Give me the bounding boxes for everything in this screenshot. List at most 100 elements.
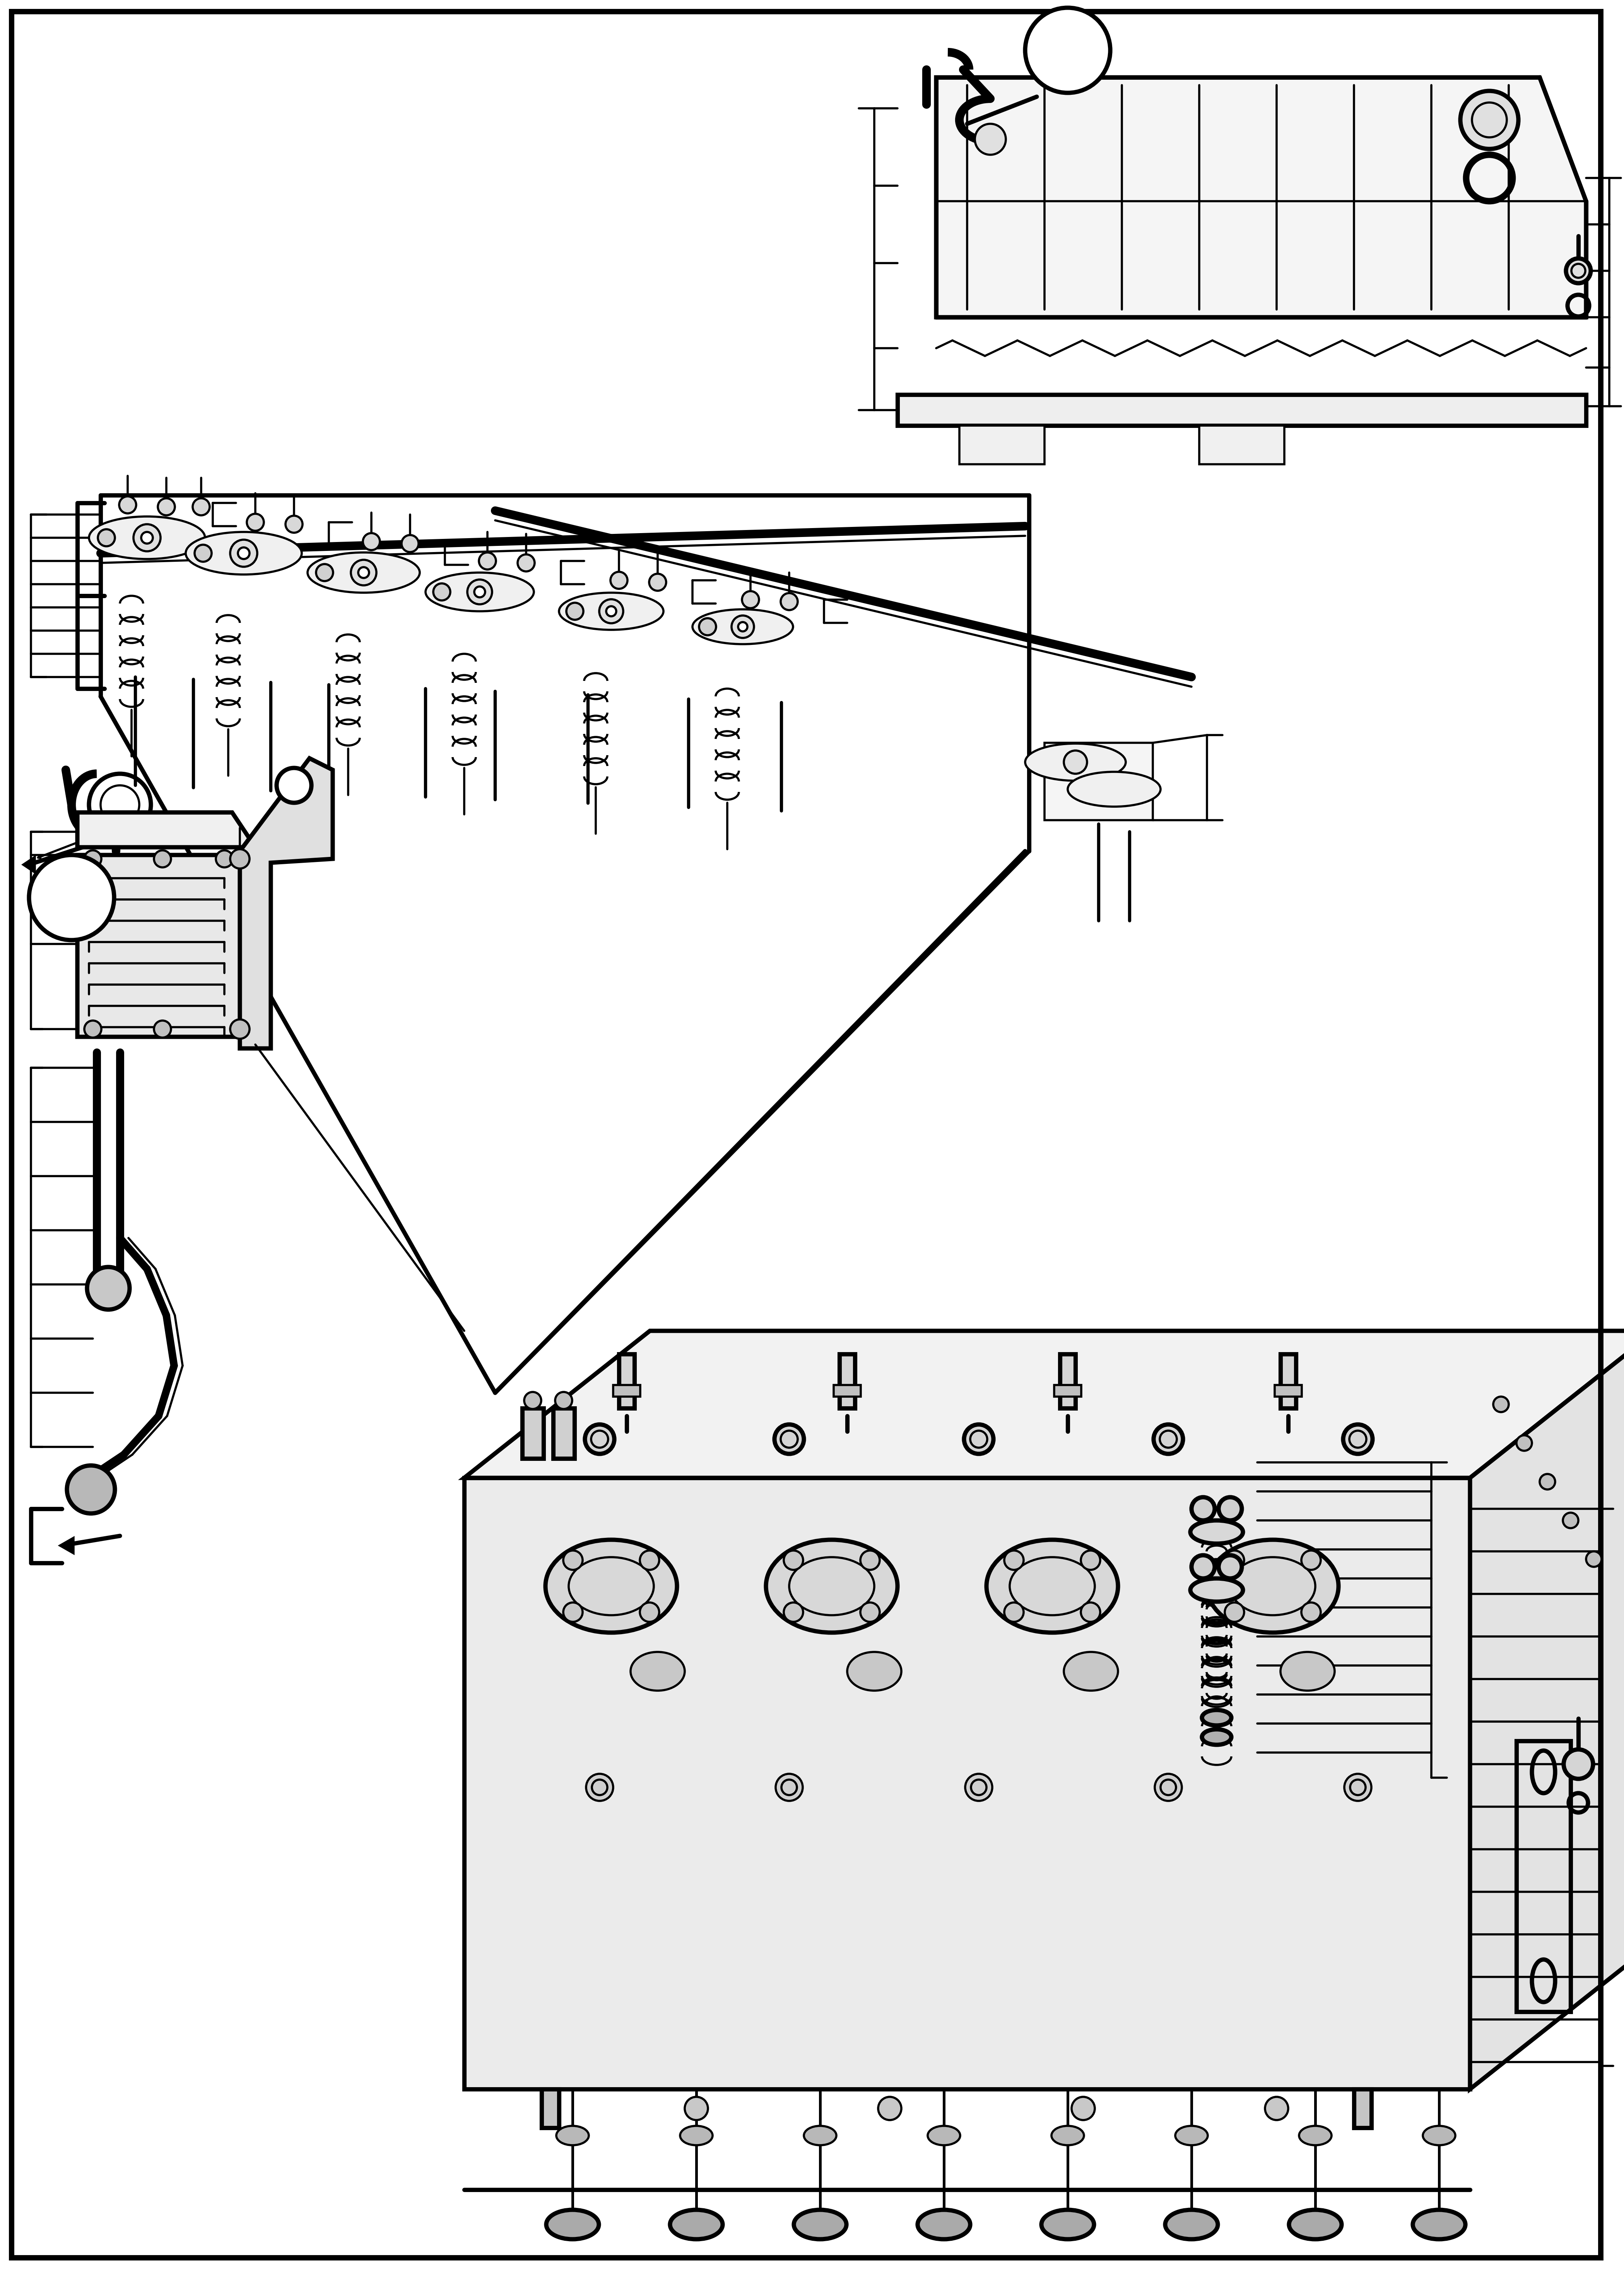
- Circle shape: [474, 586, 486, 598]
- Bar: [541, 2089, 559, 2128]
- Ellipse shape: [1190, 1578, 1242, 1601]
- Ellipse shape: [986, 1540, 1117, 1633]
- Circle shape: [1460, 91, 1518, 148]
- Ellipse shape: [1176, 2126, 1208, 2144]
- Ellipse shape: [425, 573, 534, 611]
- Ellipse shape: [1051, 2126, 1083, 2144]
- Circle shape: [879, 2096, 901, 2119]
- Circle shape: [1072, 2096, 1095, 2119]
- Circle shape: [216, 851, 232, 867]
- Bar: [1517, 1740, 1570, 2012]
- Circle shape: [133, 525, 161, 552]
- Ellipse shape: [1280, 1651, 1335, 1690]
- Circle shape: [1587, 1551, 1601, 1567]
- Circle shape: [564, 1551, 583, 1569]
- Bar: [1354, 2089, 1371, 2128]
- Circle shape: [776, 1775, 802, 1802]
- Bar: [1044, 744, 1153, 821]
- Circle shape: [599, 600, 624, 623]
- Circle shape: [359, 568, 369, 577]
- Circle shape: [965, 1423, 994, 1453]
- Circle shape: [1564, 1750, 1593, 1779]
- Circle shape: [97, 529, 115, 545]
- Ellipse shape: [671, 2210, 723, 2240]
- Circle shape: [29, 855, 114, 940]
- Ellipse shape: [767, 1540, 898, 1633]
- Circle shape: [567, 602, 583, 620]
- Bar: [1054, 1385, 1082, 1396]
- Bar: [840, 1355, 854, 1407]
- Ellipse shape: [1202, 1729, 1231, 1745]
- Bar: [833, 1385, 861, 1396]
- Circle shape: [1343, 1423, 1372, 1453]
- Ellipse shape: [927, 2126, 960, 2144]
- Polygon shape: [1470, 1330, 1624, 2089]
- Circle shape: [84, 851, 101, 867]
- Circle shape: [1301, 1604, 1320, 1622]
- Polygon shape: [935, 78, 1587, 317]
- Circle shape: [119, 497, 136, 513]
- Circle shape: [784, 1604, 804, 1622]
- Circle shape: [193, 497, 209, 516]
- Ellipse shape: [1289, 2210, 1341, 2240]
- Polygon shape: [960, 427, 1044, 465]
- Circle shape: [518, 554, 534, 573]
- Circle shape: [231, 849, 250, 869]
- Ellipse shape: [89, 516, 205, 559]
- Ellipse shape: [559, 593, 664, 630]
- Circle shape: [158, 497, 175, 516]
- Ellipse shape: [546, 1540, 677, 1633]
- Circle shape: [640, 1551, 659, 1569]
- Circle shape: [1082, 1551, 1099, 1569]
- Circle shape: [1492, 1396, 1509, 1412]
- Ellipse shape: [1299, 2126, 1332, 2144]
- Circle shape: [1192, 1556, 1215, 1578]
- Polygon shape: [23, 858, 34, 871]
- Circle shape: [775, 1423, 804, 1453]
- Polygon shape: [464, 1478, 1470, 2089]
- Polygon shape: [78, 855, 255, 1038]
- Circle shape: [1562, 1512, 1579, 1528]
- Bar: [523, 1407, 544, 1458]
- Polygon shape: [1199, 427, 1285, 465]
- Ellipse shape: [848, 1651, 901, 1690]
- Circle shape: [1345, 1775, 1371, 1802]
- Circle shape: [698, 618, 716, 634]
- Circle shape: [1540, 1474, 1556, 1489]
- Ellipse shape: [1423, 2126, 1455, 2144]
- Circle shape: [1082, 1604, 1099, 1622]
- Circle shape: [468, 579, 492, 604]
- Circle shape: [965, 1775, 992, 1802]
- Circle shape: [67, 1464, 115, 1515]
- Ellipse shape: [557, 2126, 590, 2144]
- Circle shape: [731, 616, 754, 639]
- Circle shape: [231, 541, 257, 566]
- Circle shape: [1004, 1551, 1023, 1569]
- Ellipse shape: [546, 2210, 599, 2240]
- Polygon shape: [240, 757, 333, 1049]
- Circle shape: [84, 1020, 101, 1038]
- Circle shape: [742, 591, 758, 609]
- Circle shape: [362, 534, 380, 550]
- Ellipse shape: [307, 552, 419, 593]
- Ellipse shape: [918, 2210, 970, 2240]
- Circle shape: [781, 593, 797, 609]
- Circle shape: [247, 513, 263, 531]
- Circle shape: [237, 547, 250, 559]
- Bar: [1280, 1355, 1296, 1407]
- Ellipse shape: [1413, 2210, 1465, 2240]
- Circle shape: [1064, 750, 1086, 773]
- Circle shape: [88, 1266, 130, 1309]
- Bar: [614, 1385, 640, 1396]
- Circle shape: [861, 1551, 880, 1569]
- Ellipse shape: [1025, 744, 1125, 780]
- Circle shape: [154, 1020, 171, 1038]
- Circle shape: [286, 516, 302, 534]
- Circle shape: [685, 2096, 708, 2119]
- Text: A: A: [54, 874, 91, 922]
- Circle shape: [401, 536, 419, 552]
- Bar: [554, 1407, 575, 1458]
- Circle shape: [555, 1391, 572, 1410]
- Circle shape: [195, 545, 211, 561]
- Circle shape: [1218, 1556, 1242, 1578]
